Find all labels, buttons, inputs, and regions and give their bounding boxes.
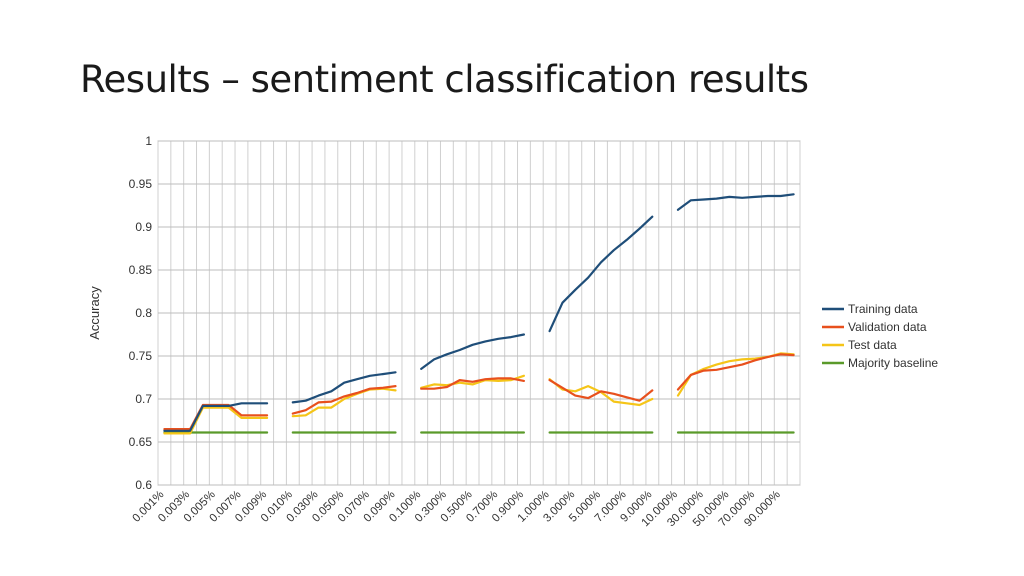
series-line-training-data bbox=[420, 333, 526, 370]
series-line-validation-data bbox=[548, 379, 654, 402]
series-line-training-data bbox=[163, 402, 269, 432]
y-tick-label: 0.9 bbox=[135, 220, 152, 234]
series-line-test-data bbox=[420, 374, 526, 389]
chart-series bbox=[163, 193, 795, 435]
chart-legend: Training data Validation data Test data Maj… bbox=[822, 302, 938, 370]
legend-label-validation-data: Validation data bbox=[848, 320, 927, 334]
y-tick-label: 0.75 bbox=[129, 349, 153, 363]
series-line-training-data bbox=[676, 193, 795, 211]
y-tick-label: 0.7 bbox=[135, 392, 152, 406]
y-tick-label: 1 bbox=[145, 134, 152, 148]
y-axis-ticks: 0.6 0.65 0.7 0.75 0.8 0.85 0.9 0.95 1 bbox=[129, 134, 153, 492]
y-tick-label: 0.6 bbox=[135, 478, 152, 492]
x-axis-ticks: 0.001%0.003%0.005%0.007%0.009%0.010%0.03… bbox=[130, 489, 782, 530]
series-line-test-data bbox=[163, 406, 269, 435]
legend-label-test-data: Test data bbox=[848, 338, 897, 352]
series-line-training-data bbox=[291, 371, 397, 404]
chart-grid bbox=[157, 140, 801, 486]
series-line-validation-data bbox=[420, 377, 526, 390]
y-tick-label: 0.85 bbox=[129, 263, 153, 277]
series-line-training-data bbox=[548, 215, 654, 333]
legend-label-training-data: Training data bbox=[848, 302, 918, 316]
series-line-validation-data bbox=[676, 353, 795, 391]
y-tick-label: 0.95 bbox=[129, 177, 153, 191]
y-tick-label: 0.8 bbox=[135, 306, 152, 320]
slide-title: Results – sentiment classification resul… bbox=[80, 58, 809, 101]
legend-label-majority-baseline: Majority baseline bbox=[848, 356, 938, 370]
series-line-test-data bbox=[291, 387, 397, 418]
series-line-validation-data bbox=[291, 385, 397, 415]
y-tick-label: 0.65 bbox=[129, 435, 153, 449]
y-axis-label: Accuracy bbox=[87, 286, 102, 340]
